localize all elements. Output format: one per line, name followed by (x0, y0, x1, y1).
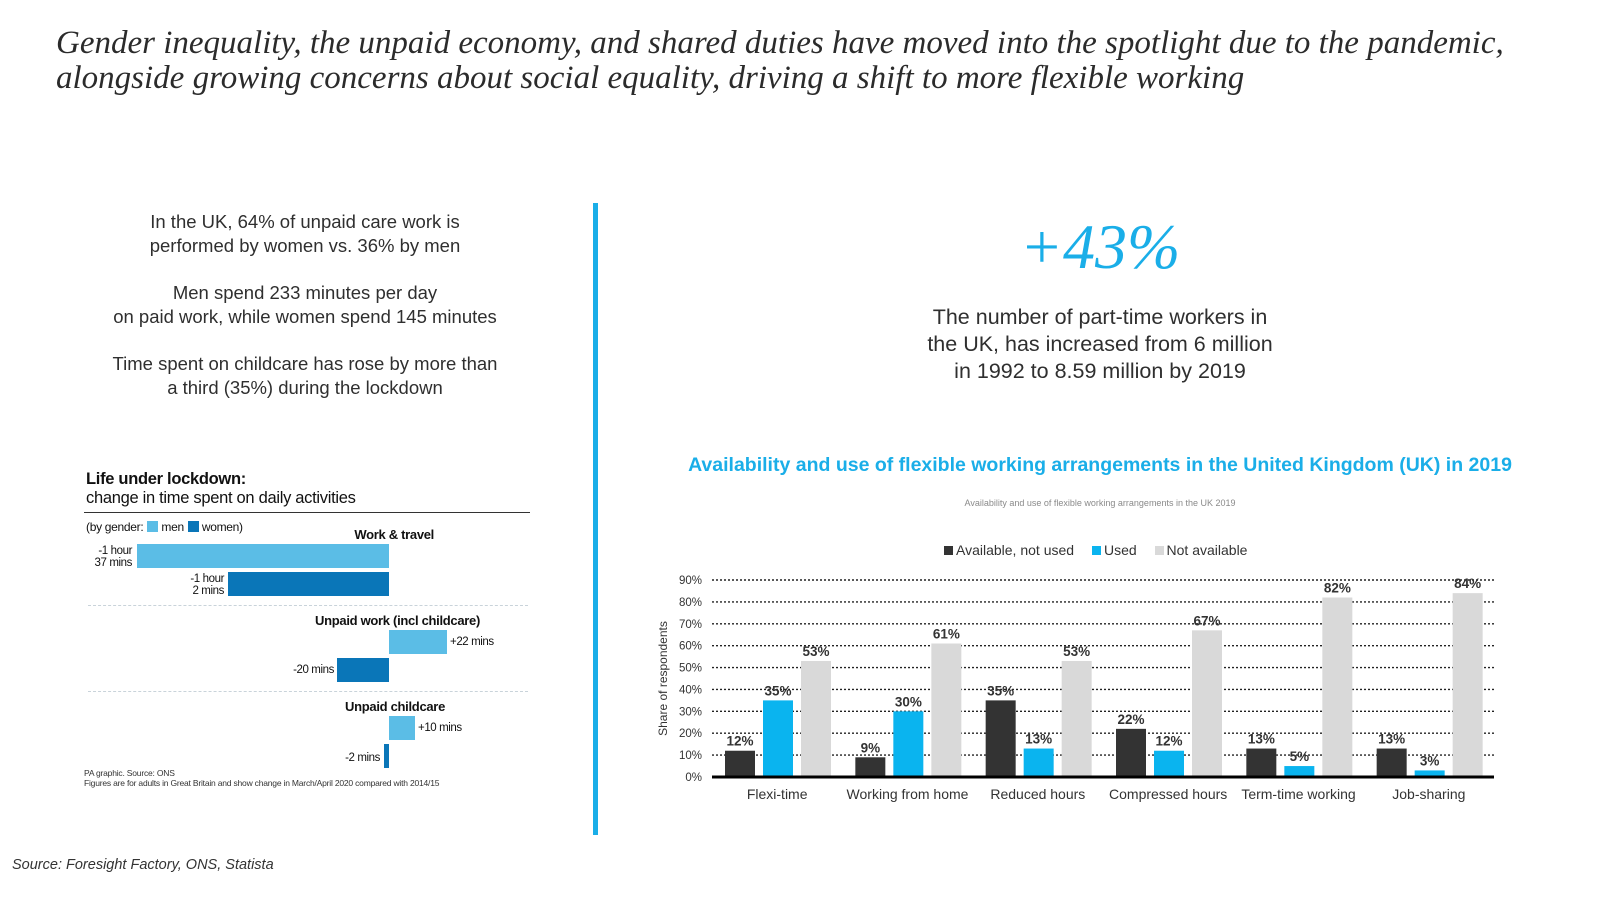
childcare-men-label: +10 mins (418, 722, 462, 734)
data-label: 13% (1248, 732, 1275, 747)
bar-1-2 (931, 643, 962, 777)
y-tick-label: 40% (679, 684, 702, 696)
lockdown-infographic: Life under lockdown: change in time spen… (84, 466, 530, 826)
legend-item-available: Available, not used (944, 542, 1074, 558)
data-label: 13% (1378, 732, 1405, 747)
stats-block: In the UK, 64% of unpaid care work is per… (80, 210, 530, 423)
page-source: Source: Foresight Factory, ONS, Statista (12, 857, 274, 873)
flexible-working-chart: 0% 10% 20% 30% 40% 50% 60% 70% 80% 90% Share of re… (656, 575, 1494, 802)
unpaid-women-label: -20 mins (293, 664, 334, 676)
data-label: 82% (1324, 581, 1351, 596)
stat-childcare: Time spent on childcare has rose by more… (112, 353, 498, 398)
data-label: 3% (1420, 753, 1440, 768)
data-label: 35% (764, 683, 791, 698)
y-tick-label: 60% (679, 641, 702, 653)
data-label: 53% (802, 644, 829, 659)
data-label: 12% (726, 734, 753, 749)
section-divider (88, 691, 528, 692)
data-label: 61% (933, 626, 960, 641)
x-tick-label: Flexi-time (747, 786, 808, 802)
bar-5-0 (1376, 748, 1407, 777)
work-women-bar (228, 572, 389, 596)
stat-unpaid-care: In the UK, 64% of unpaid care work is per… (149, 211, 461, 256)
unpaid-men-bar (389, 630, 447, 654)
work-men-label: -1 hour 37 mins (94, 545, 133, 569)
data-label: 12% (1155, 734, 1182, 749)
big-stat: +43% (1019, 211, 1181, 282)
bar-0-0 (725, 750, 755, 777)
data-label: 30% (895, 694, 922, 709)
data-label: 67% (1193, 613, 1220, 628)
data-label: 35% (987, 683, 1014, 698)
men-swatch-icon (147, 521, 159, 532)
childcare-women-label: -2 mins (345, 752, 380, 764)
y-tick-label: 70% (679, 619, 702, 631)
x-tick-label: Term-time working (1241, 786, 1355, 802)
bar-2-0 (985, 700, 1016, 777)
bar-4-2 (1322, 597, 1353, 777)
y-tick-label: 30% (679, 706, 702, 718)
bar-3-1 (1154, 750, 1184, 777)
work-men-bar (137, 544, 389, 568)
bar-4-1 (1284, 766, 1315, 777)
lockdown-legend: (by gender: men women) (86, 520, 243, 534)
bar-0-1 (763, 700, 793, 777)
data-label: 5% (1290, 749, 1310, 764)
section-unpaid-work: Unpaid work (incl childcare) (315, 613, 480, 628)
data-label: 53% (1063, 644, 1090, 659)
big-stat-description: The number of part-time workers in the UK… (927, 305, 1273, 383)
unpaid-men-label: +22 mins (450, 636, 494, 648)
section-unpaid-childcare: Unpaid childcare (345, 699, 445, 714)
lockdown-subtitle: change in time spent on daily activities (86, 489, 356, 507)
x-tick-label: Compressed hours (1109, 786, 1227, 802)
section-work-travel: Work & travel (354, 527, 434, 542)
bar-2-2 (1061, 660, 1092, 777)
y-tick-label: 20% (679, 728, 702, 740)
y-tick-label: 50% (679, 663, 702, 675)
bar-1-1 (893, 711, 924, 777)
women-swatch-icon (187, 521, 199, 532)
lockdown-rule (84, 512, 530, 513)
chart-legend: Available, not used Used Not available (944, 542, 1261, 558)
chart-subtitle: Availability and use of flexible working… (964, 498, 1236, 508)
legend-swatch-icon (1154, 546, 1164, 555)
chart-title: Availability and use of flexible working… (688, 454, 1512, 476)
legend-item-not-available: Not available (1154, 542, 1247, 558)
bar-1-0 (855, 757, 886, 777)
data-label: 84% (1454, 576, 1481, 591)
x-tick-label: Working from home (847, 786, 969, 802)
y-tick-label: 0% (685, 772, 702, 784)
page-headline: Gender inequality, the unpaid economy, a… (56, 25, 1504, 96)
bar-3-0 (1116, 728, 1146, 777)
bar-3-2 (1192, 630, 1222, 777)
y-tick-label: 10% (679, 750, 702, 762)
work-women-label: -1 hour 2 mins (190, 573, 224, 597)
bar-5-2 (1452, 593, 1483, 777)
legend-swatch-icon (944, 546, 953, 555)
unpaid-women-bar (337, 658, 389, 682)
lockdown-source: PA graphic. Source: ONS Figures are for a… (84, 768, 440, 788)
childcare-women-bar (384, 744, 389, 768)
x-tick-label: Reduced hours (990, 786, 1085, 802)
data-label: 22% (1117, 712, 1144, 727)
y-tick-label: 80% (679, 597, 702, 609)
childcare-men-bar (389, 716, 415, 740)
y-tick-label: 90% (679, 575, 702, 587)
bar-0-2 (801, 660, 831, 777)
bar-2-1 (1023, 748, 1054, 777)
data-label: 13% (1025, 732, 1052, 747)
legend-swatch-icon (1091, 546, 1101, 555)
vertical-divider (593, 203, 598, 835)
stat-paid-work: Men spend 233 minutes per day on paid wor… (113, 282, 497, 327)
y-axis-label: Share of respondents (656, 621, 670, 736)
bar-4-0 (1246, 748, 1277, 777)
x-tick-label: Job-sharing (1392, 786, 1465, 802)
bar-5-1 (1414, 770, 1445, 777)
lockdown-title: Life under lockdown: (86, 470, 246, 488)
data-label: 9% (861, 740, 881, 755)
section-divider (88, 605, 528, 606)
legend-item-used: Used (1091, 542, 1137, 558)
